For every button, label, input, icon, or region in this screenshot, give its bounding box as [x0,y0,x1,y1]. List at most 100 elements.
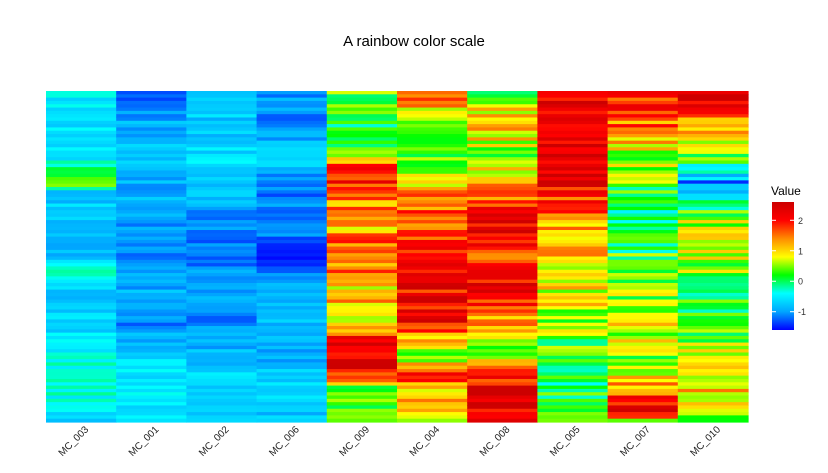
heatmap-cell [256,110,328,115]
heatmap-cell [116,110,187,115]
heatmap-cell [467,306,538,311]
heatmap-cell [677,249,749,254]
heatmap-cell [116,124,187,129]
heatmap-cell [256,375,328,380]
heatmap-cell [186,246,258,251]
heatmap-cell [46,117,117,122]
heatmap-cell [607,134,679,138]
heatmap-cell [537,124,609,129]
heatmap-cell [326,296,398,301]
heatmap-cell [537,359,609,364]
heatmap-cell [256,147,328,152]
heatmap-cell [256,312,328,317]
heatmap-cell [467,160,538,165]
heatmap-cell [467,398,538,403]
heatmap-cell [116,402,187,407]
heatmap-cell [607,329,679,334]
heatmap-cell [326,180,398,185]
heatmap-cell [397,355,468,360]
heatmap-cell [607,312,679,317]
heatmap-cell [537,206,609,211]
heatmap-cell [677,335,749,340]
heatmap-cell [186,137,258,142]
heatmap-cell [607,160,679,165]
heatmap-cell [186,292,258,297]
heatmap-cell [677,153,749,158]
heatmap-cell [186,143,258,148]
heatmap-cell [397,150,468,155]
heatmap-cell [326,196,398,201]
heatmap-cell [397,220,468,224]
heatmap-cell [116,415,187,420]
heatmap-cell [326,355,398,360]
heatmap-cell [467,259,538,264]
heatmap-cell [677,134,749,138]
heatmap-cell [186,395,258,400]
colorbar [772,202,794,330]
heatmap-cell [677,196,749,201]
heatmap-cell [46,170,117,175]
heatmap-cell [607,369,679,373]
colorbar-tick-label: 1 [798,246,803,256]
heatmap-cell [256,137,328,142]
heatmap-cell [397,100,468,105]
heatmap-cell [46,239,117,244]
heatmap-cell [116,104,187,109]
heatmap-cell [46,345,117,350]
heatmap-cell [467,385,538,390]
heatmap-cell [256,292,328,297]
heatmap-cell [537,239,609,244]
heatmap-cell [607,243,679,248]
heatmap-cell [467,392,538,397]
heatmap-cell [607,223,679,228]
heatmap-cell [467,253,538,258]
heatmap-cell [677,150,749,155]
heatmap-cell [537,335,609,340]
heatmap-cell [467,220,538,224]
heatmap-cell [607,253,679,258]
heatmap-cell [186,114,258,119]
heatmap-cell [607,306,679,311]
heatmap-cell [326,342,398,347]
heatmap-cell [397,206,468,211]
heatmap-cell [256,249,328,254]
heatmap-cell [116,326,187,330]
heatmap-cell [607,355,679,360]
heatmap-cell [467,91,538,95]
heatmap-cell [607,322,679,327]
heatmap-cell [256,114,328,119]
heatmap-cell [46,392,117,397]
heatmap-cell [397,332,468,337]
heatmap-cell [256,157,328,162]
heatmap-cell [116,372,187,377]
heatmap-cell [397,302,468,307]
heatmap-cell [467,150,538,155]
heatmap-cell [607,299,679,304]
heatmap-cell [116,150,187,155]
heatmap-cell [326,408,398,413]
colorbar-ticks: -1 0 1 2 [772,216,806,317]
heatmap-cell [256,91,328,95]
heatmap-cell [467,282,538,287]
heatmap-cell [537,309,609,314]
heatmap-cell [326,335,398,340]
heatmap-cell [677,210,749,215]
heatmap-cell [186,193,258,198]
heatmap-cell [256,408,328,413]
heatmap-cell [537,395,609,400]
heatmap-cell [186,91,258,95]
heatmap-cell [397,157,468,162]
column-label: MC_006 [267,424,302,459]
heatmap-cell [326,173,398,178]
heatmap-cell [326,127,398,132]
heatmap-cell [256,259,328,264]
heatmap-cell [326,329,398,334]
heatmap-cell [607,345,679,350]
heatmap-cell [116,173,187,178]
heatmap-cell [397,249,468,254]
heatmap-cell [116,392,187,397]
heatmap-cell [537,110,609,115]
heatmap-cell [607,91,679,95]
heatmap-cell [537,276,609,281]
heatmap-cell [397,408,468,413]
